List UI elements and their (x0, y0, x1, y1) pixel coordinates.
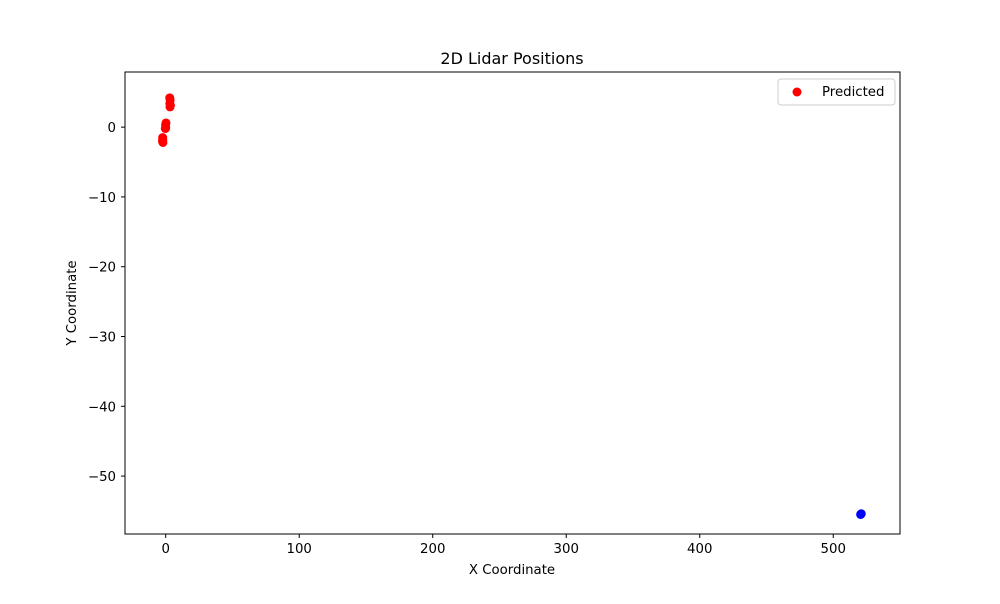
legend-box (777, 78, 896, 106)
y-tick-label: 0 (108, 121, 116, 136)
plot-area (158, 93, 866, 519)
y-tick-label: −10 (88, 191, 116, 206)
legend-marker-predicted (792, 87, 802, 97)
axes-frame (124, 71, 901, 535)
x-axis-label: X Coordinate (469, 563, 555, 578)
x-axis-ticks: 0 100 200 300 400 500 (161, 534, 846, 557)
x-tick-label: 200 (420, 542, 445, 557)
x-tick-label: 400 (687, 542, 712, 557)
y-axis-label: Y Coordinate (65, 260, 80, 346)
legend: Predicted (777, 78, 896, 106)
scatter-point (165, 102, 175, 112)
y-tick-label: −50 (88, 470, 116, 485)
x-tick-label: 500 (821, 542, 846, 557)
legend-label-predicted: Predicted (822, 85, 884, 100)
x-tick-label: 100 (287, 542, 312, 557)
scatter-point (160, 124, 170, 134)
chart-title: 2D Lidar Positions (440, 49, 583, 68)
scatter-point (856, 509, 866, 519)
y-tick-label: −30 (88, 330, 116, 345)
y-axis-ticks: 0 −10 −20 −30 −40 −50 (88, 121, 125, 485)
scatter-point (158, 137, 168, 147)
y-tick-label: −20 (88, 261, 116, 276)
x-tick-label: 300 (554, 542, 579, 557)
x-tick-label: 0 (161, 542, 169, 557)
y-tick-label: −40 (88, 400, 116, 415)
